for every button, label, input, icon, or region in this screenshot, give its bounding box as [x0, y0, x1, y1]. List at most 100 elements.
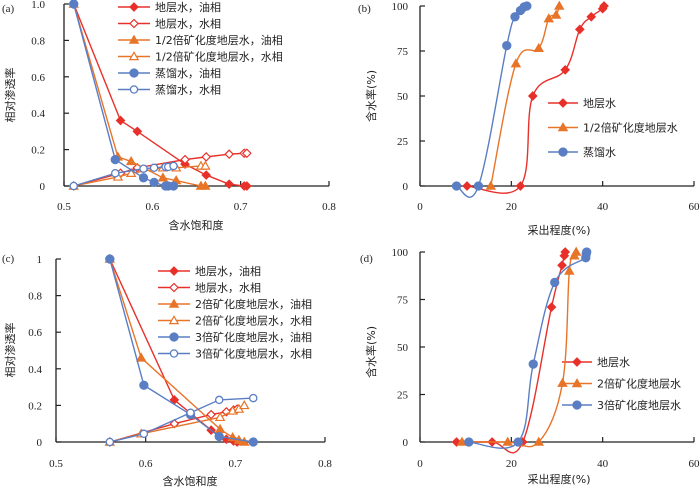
data-point	[200, 160, 211, 170]
legend-marker	[129, 2, 139, 12]
y-tick-label: 0	[403, 181, 409, 193]
legend-entry: 2倍矿化度地层水，油相	[158, 297, 312, 311]
x-tick-label: 0.8	[322, 201, 336, 213]
panel-label: (d)	[360, 253, 373, 265]
x-axis-title: 采出程度(%)	[527, 223, 590, 237]
y-axis-title: 含水率(%)	[364, 70, 378, 122]
data-point	[473, 181, 484, 191]
y-tick-label: 0.4	[31, 108, 45, 120]
series-1	[462, 1, 609, 194]
y-tick-label: 0.6	[28, 327, 42, 339]
legend-entry: 地层水，水相	[158, 282, 261, 295]
data-point	[528, 359, 538, 369]
legend-label: 地层水	[597, 356, 630, 369]
y-tick-label: 0.4	[28, 364, 42, 376]
data-point	[550, 277, 560, 288]
data-point	[201, 170, 212, 180]
data-point	[149, 177, 159, 188]
data-point	[599, 1, 609, 11]
series-line	[456, 5, 528, 198]
data-point	[105, 437, 115, 447]
data-point	[105, 254, 115, 264]
legend-label: 1/2倍矿化度地层水，水相	[155, 50, 283, 64]
data-point	[169, 418, 180, 429]
y-tick-label: 0.2	[31, 145, 45, 157]
x-tick-label: 0.7	[234, 201, 248, 213]
legend-label: 2倍矿化度地层水	[597, 377, 681, 391]
legend-entry: 地层水，水相	[118, 18, 221, 31]
data-point	[550, 9, 562, 19]
panel-label: (b)	[358, 3, 371, 15]
x-tick-label: 0	[417, 458, 423, 470]
data-point	[451, 181, 462, 191]
x-axis-title: 含水饱和度	[169, 218, 224, 232]
data-point	[249, 393, 258, 403]
x-axis-title: 含水饱和度	[163, 474, 218, 488]
data-point	[224, 149, 235, 159]
legend-entry: 1/2倍矿化度地层水，油相	[118, 33, 283, 47]
y-tick-label: 25	[397, 136, 409, 148]
legend-entry: 3倍矿化度地层水，水相	[158, 347, 312, 361]
series-line	[456, 251, 566, 454]
legend-label: 地层水，水相	[155, 18, 221, 31]
data-point	[157, 172, 169, 182]
data-point	[462, 181, 472, 191]
legend-marker	[169, 332, 179, 342]
series-line	[490, 5, 560, 187]
data-point	[110, 169, 120, 178]
legend-label: 1/2倍矿化度地层水	[583, 121, 678, 135]
data-point	[570, 246, 582, 256]
data-point	[239, 399, 250, 410]
legend-entry: 地层水	[562, 356, 630, 369]
x-tick-label: 0.5	[57, 201, 71, 213]
data-point	[224, 179, 235, 190]
y-tick-label: 0	[37, 437, 43, 449]
x-tick-label: 0.8	[318, 458, 332, 470]
legend-label: 3倍矿化度地层水	[597, 398, 681, 412]
y-tick-label: 0	[403, 437, 409, 449]
data-point	[135, 352, 147, 362]
data-point	[149, 163, 159, 173]
legend-entry: 1/2倍矿化度地层水	[548, 121, 678, 135]
legend-entry: 蒸馏水，水相	[118, 83, 221, 97]
data-point	[510, 12, 520, 22]
legend-marker	[168, 298, 180, 308]
data-point	[242, 181, 252, 191]
legend-entry: 地层水，油相	[118, 0, 221, 14]
series-2	[456, 246, 582, 448]
panel-b-watercut-chart: (b) 0 20 40 60 0 25 50 75 100 采出程度(%) 含水率(%) 地层水 1/2倍…	[358, 0, 700, 237]
data-point	[464, 437, 474, 447]
data-point	[206, 409, 216, 420]
y-tick-label: 75	[397, 295, 409, 307]
legend-marker	[128, 51, 140, 61]
data-point	[242, 148, 252, 159]
legend-label: 蒸馏水	[583, 145, 616, 159]
legend-label: 3倍矿化度地层水，油相	[195, 330, 312, 344]
data-point	[510, 58, 522, 68]
legend-entry: 蒸馏水，油相	[118, 66, 221, 80]
legend-marker	[558, 98, 568, 108]
legend-marker	[128, 34, 140, 44]
legend-marker	[557, 122, 569, 132]
legend-marker	[168, 315, 180, 325]
legend-label: 3倍矿化度地层水，水相	[195, 347, 312, 361]
panel-d-watercut-chart: (d) 0 20 40 60 0 25 50 75 100 采出程度(%) 含水率(%) 地层水 2倍矿化…	[360, 246, 700, 486]
y-tick-label: 25	[397, 390, 409, 402]
data-point	[214, 411, 226, 422]
data-point	[527, 91, 538, 101]
data-point	[554, 0, 565, 10]
legend-entry: 2倍矿化度地层水	[562, 377, 681, 391]
data-point	[186, 408, 195, 417]
x-tick-label: 60	[689, 458, 700, 470]
series-2	[485, 0, 565, 190]
panel-a-relperm-chart: (a) 0.5 0.6 0.7 0.8 0 0.2 0.4 0.6 0.8 1.0 含水饱和度 相对渗透…	[2, 0, 336, 232]
data-point	[574, 24, 585, 35]
data-point	[546, 302, 557, 312]
data-point	[132, 126, 143, 137]
legend-label: 蒸馏水，油相	[155, 66, 221, 80]
legend-entry: 蒸馏水	[548, 145, 616, 159]
legend-marker	[169, 266, 179, 276]
x-tick-label: 40	[597, 458, 609, 470]
data-point	[115, 115, 126, 126]
data-point	[139, 380, 149, 390]
